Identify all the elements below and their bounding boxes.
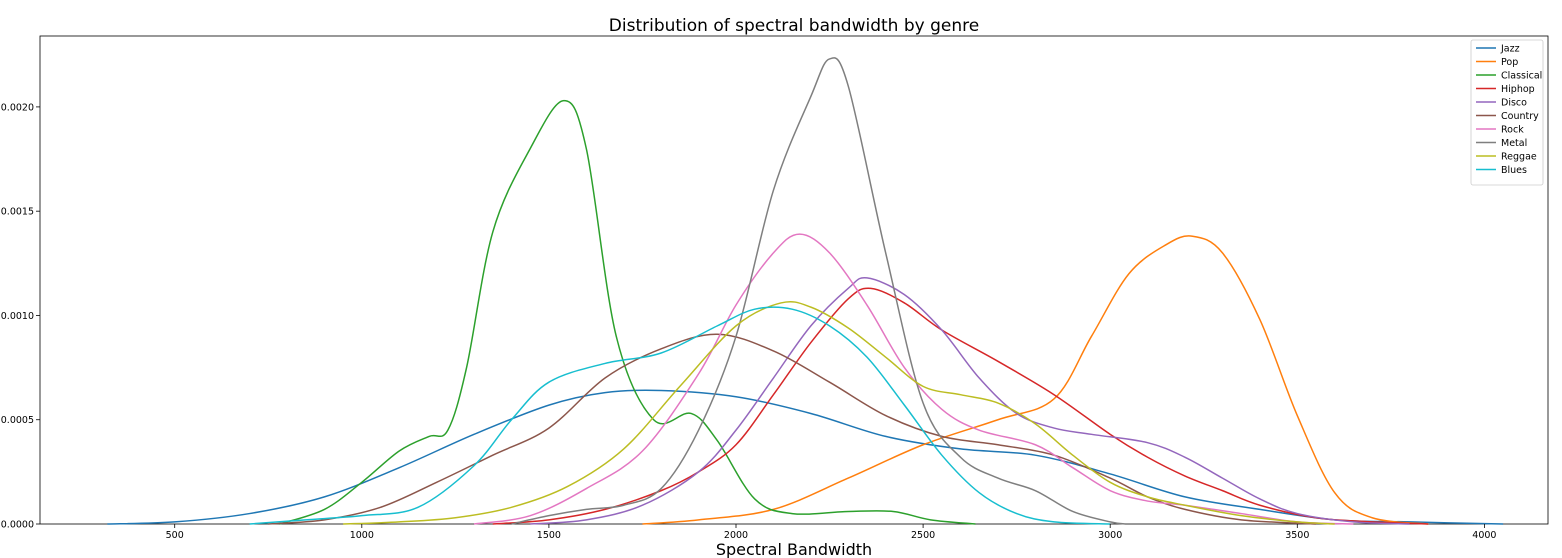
series-line-classical: [279, 99, 976, 525]
x-tick-label: 3000: [1098, 530, 1122, 541]
series-line-blues: [249, 306, 1111, 525]
legend-box: [1470, 39, 1544, 186]
legend-label: Country: [1501, 111, 1539, 122]
series-line-hiphop: [492, 287, 1429, 525]
x-tick-label: 2500: [911, 530, 935, 541]
series-line-metal: [511, 57, 1126, 525]
legend-label: Pop: [1501, 57, 1518, 68]
y-tick-label: 0.0005: [1, 415, 34, 426]
series-line-pop: [642, 235, 1429, 525]
x-tick-label: 3500: [1285, 530, 1309, 541]
legend: Jazz Pop Classical Hiphop Disco Country Rock Me…: [1470, 39, 1544, 186]
legend-label: Blues: [1501, 165, 1527, 176]
y-tick-label: 0.0010: [1, 311, 34, 322]
x-tick-label: 4000: [1472, 530, 1496, 541]
plot-area: [39, 35, 1549, 525]
series-line-country: [268, 333, 1317, 525]
x-tick-label: 1500: [537, 530, 561, 541]
series-line-jazz: [107, 389, 1504, 525]
series-line-disco: [530, 276, 1410, 525]
x-tick-label: 500: [166, 530, 184, 541]
legend-label: Metal: [1501, 138, 1527, 149]
x-tick-label: 2000: [724, 530, 748, 541]
legend-label: Jazz: [1500, 44, 1520, 55]
legend-label: Hiphop: [1501, 84, 1535, 95]
axis-ticks: 500 1000 1500 2000 2500 3000 3500 4000 0.0000 0.0…: [1, 102, 1497, 541]
x-axis-label: Spectral Bandwidth: [716, 540, 872, 558]
y-tick-label: 0.0015: [1, 207, 34, 218]
legend-label: Classical: [1501, 71, 1542, 82]
series-layer: [107, 57, 1504, 525]
y-tick-label: 0.0020: [1, 102, 34, 113]
legend-label: Reggae: [1501, 152, 1537, 163]
chart-title: Distribution of spectral bandwidth by ge…: [609, 16, 979, 36]
x-tick-label: 1000: [350, 530, 374, 541]
series-line-reggae: [343, 300, 1335, 525]
y-tick-label: 0.0000: [1, 520, 34, 531]
legend-label: Disco: [1501, 98, 1527, 109]
legend-label: Rock: [1501, 125, 1524, 136]
series-line-rock: [473, 233, 1354, 525]
